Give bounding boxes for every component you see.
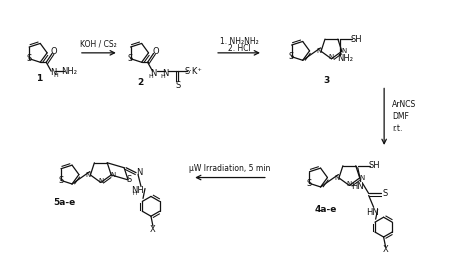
Text: N: N <box>150 69 157 78</box>
Text: N: N <box>98 178 103 184</box>
Text: O: O <box>51 47 57 56</box>
Text: SH: SH <box>351 35 363 44</box>
Text: S: S <box>289 52 294 61</box>
Text: X: X <box>150 225 156 234</box>
Text: H: H <box>132 191 136 196</box>
Text: 4a-e: 4a-e <box>314 205 337 214</box>
Text: ArNCS: ArNCS <box>392 100 416 109</box>
Text: H: H <box>54 73 58 78</box>
Text: N: N <box>334 175 339 181</box>
Text: S: S <box>27 54 32 63</box>
Text: H: H <box>160 74 165 79</box>
Text: N: N <box>359 175 365 181</box>
Text: S: S <box>176 81 181 90</box>
Text: N: N <box>50 68 56 77</box>
Text: O: O <box>152 47 159 56</box>
Text: 1. NH₂NH₂: 1. NH₂NH₂ <box>219 38 258 47</box>
Text: S: S <box>383 189 388 198</box>
Text: μW Irradiation, 5 min: μW Irradiation, 5 min <box>189 164 271 173</box>
Text: S: S <box>127 175 132 184</box>
Text: KOH / CS₂: KOH / CS₂ <box>81 39 117 48</box>
Text: N: N <box>341 48 346 54</box>
Text: r.t.: r.t. <box>392 124 402 133</box>
Text: S: S <box>128 54 133 63</box>
Text: N: N <box>329 54 334 60</box>
Text: N: N <box>136 168 142 177</box>
Text: 2: 2 <box>137 78 144 87</box>
Text: 2. HCl: 2. HCl <box>228 44 250 53</box>
Text: 3: 3 <box>323 76 329 85</box>
Text: N: N <box>317 48 322 54</box>
Text: S: S <box>307 179 312 188</box>
Text: N: N <box>346 181 352 187</box>
Text: NH: NH <box>131 186 144 195</box>
Text: 1: 1 <box>36 74 42 83</box>
Text: S·K⁺: S·K⁺ <box>184 67 202 76</box>
Text: H: H <box>148 74 153 79</box>
Text: N: N <box>162 69 169 78</box>
Text: SH: SH <box>369 161 381 170</box>
Text: S: S <box>58 176 64 185</box>
Text: HN: HN <box>366 208 379 217</box>
Text: N: N <box>110 172 116 178</box>
Text: 5a-e: 5a-e <box>53 198 75 207</box>
Text: X: X <box>383 245 389 254</box>
Text: HN: HN <box>351 182 364 191</box>
Text: DMF: DMF <box>392 112 409 121</box>
Text: NH₂: NH₂ <box>61 67 77 76</box>
Text: NH₂: NH₂ <box>337 54 353 63</box>
Text: N: N <box>86 172 91 178</box>
